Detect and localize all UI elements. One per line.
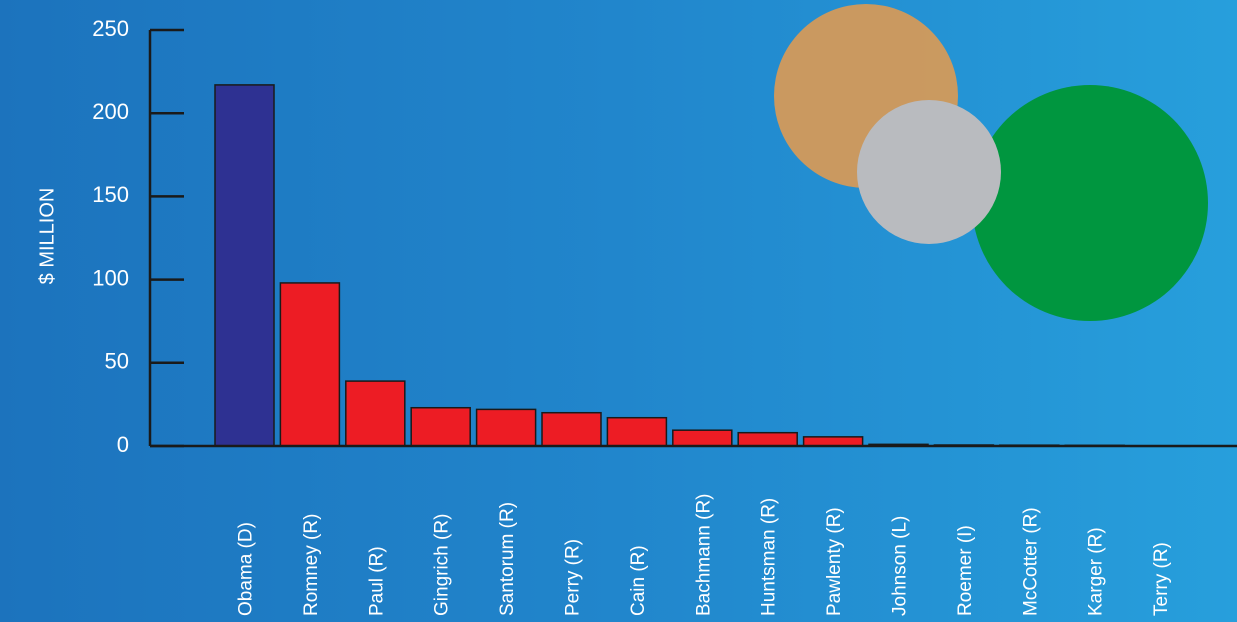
y-axis: 0 50 100 150 200 250	[92, 16, 184, 457]
bar	[214, 84, 275, 447]
bar	[802, 436, 864, 447]
bars	[214, 84, 1191, 448]
x-tick-label: McCotter (R)	[1020, 507, 1041, 616]
y-tick-label: 200	[92, 99, 129, 124]
x-axis-labels: Obama (D) Romney (R) Paul (R) Gingrich (R) S…	[236, 494, 1173, 617]
x-tick-label: Obama (D)	[236, 522, 257, 616]
x-tick-label: Johnson (L)	[890, 516, 911, 616]
decor-circle-gray	[857, 100, 1001, 244]
bar	[410, 406, 471, 447]
y-tick-label: 50	[105, 349, 129, 374]
bar	[475, 408, 537, 447]
x-tick-label: Bachmann (R)	[693, 494, 714, 617]
bar	[672, 429, 733, 447]
x-tick-label: Roemer (I)	[955, 525, 976, 616]
bar	[541, 411, 602, 447]
bar	[606, 416, 668, 447]
bar	[279, 282, 341, 447]
x-tick-label: Terry (R)	[1151, 542, 1172, 616]
x-tick-label: Gingrich (R)	[432, 514, 453, 616]
x-tick-label: Perry (R)	[563, 539, 584, 616]
decor-circle-green	[972, 85, 1208, 321]
y-tick-label: 150	[92, 182, 129, 207]
y-tick-label: 0	[117, 432, 129, 457]
x-tick-label: Santorum (R)	[497, 502, 518, 616]
x-tick-label: Pawlenty (R)	[824, 507, 845, 616]
x-tick-label: Paul (R)	[366, 546, 387, 616]
x-tick-label: Huntsman (R)	[759, 498, 780, 616]
x-tick-label: Romney (R)	[301, 514, 322, 616]
y-axis-title: $ MILLION	[36, 188, 58, 285]
bar	[737, 431, 798, 447]
y-tick-label: 250	[92, 16, 129, 41]
x-tick-label: Karger (R)	[1086, 527, 1107, 616]
x-tick-label: Cain (R)	[628, 545, 649, 616]
y-tick-label: 100	[92, 265, 129, 290]
bar	[345, 380, 406, 447]
